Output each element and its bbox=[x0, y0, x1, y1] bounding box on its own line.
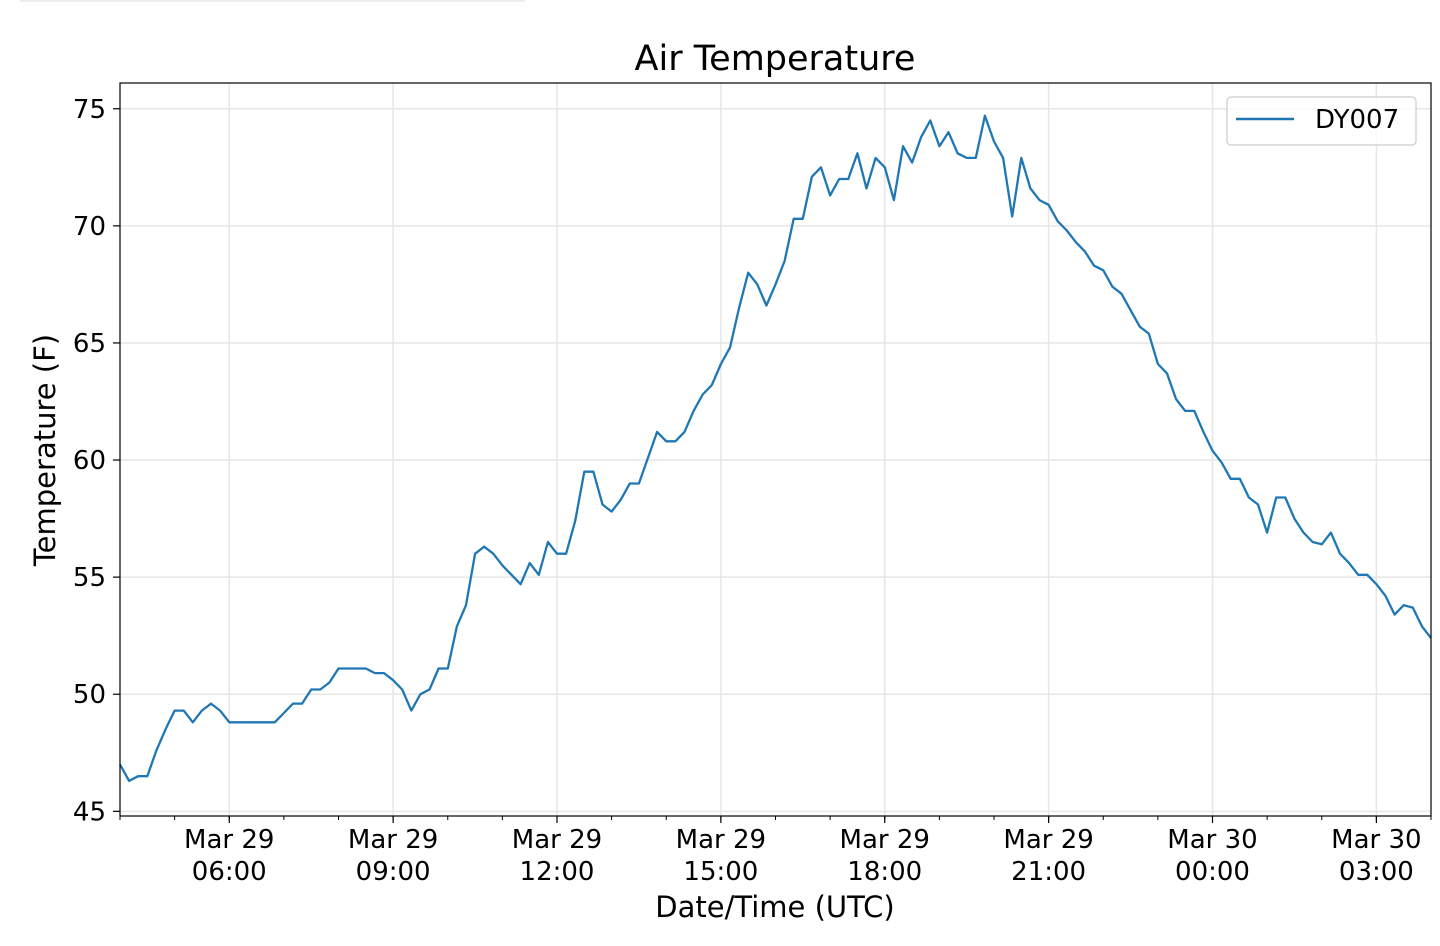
x-tick-label-date: Mar 29 bbox=[1003, 825, 1093, 855]
x-tick-label-date: Mar 29 bbox=[184, 825, 274, 855]
y-tick-label: 70 bbox=[73, 212, 106, 242]
y-tick-label: 50 bbox=[73, 680, 106, 710]
x-tick-label-time: 12:00 bbox=[520, 857, 595, 887]
x-tick-label-time: 15:00 bbox=[683, 857, 758, 887]
x-tick-label-time: 18:00 bbox=[847, 857, 922, 887]
series-line-dy007 bbox=[118, 114, 1432, 783]
x-tick-label-time: 21:00 bbox=[1011, 857, 1086, 887]
top-divider bbox=[20, 0, 525, 2]
chart-title: Air Temperature bbox=[635, 39, 916, 79]
plot-frame bbox=[119, 82, 1432, 817]
gridlines bbox=[120, 83, 1431, 816]
x-tick-label-date: Mar 30 bbox=[1167, 825, 1257, 855]
y-tick-label: 75 bbox=[73, 95, 106, 125]
x-tick-label-time: 06:00 bbox=[192, 857, 267, 887]
x-tick-label-date: Mar 29 bbox=[840, 825, 930, 855]
y-tick-label: 55 bbox=[73, 563, 106, 593]
legend-label: DY007 bbox=[1315, 105, 1399, 135]
y-axis-label: Temperature (F) bbox=[28, 334, 62, 567]
y-tick-label: 60 bbox=[73, 446, 106, 476]
x-tick-label-time: 03:00 bbox=[1339, 857, 1414, 887]
x-axis-label: Date/Time (UTC) bbox=[655, 890, 894, 924]
y-tick-label: 45 bbox=[73, 797, 106, 827]
legend: DY007 bbox=[1226, 96, 1417, 146]
x-tick-label-date: Mar 30 bbox=[1331, 825, 1421, 855]
x-tick-label-date: Mar 29 bbox=[348, 825, 438, 855]
x-tick-label-date: Mar 29 bbox=[676, 825, 766, 855]
series-layer bbox=[118, 114, 1432, 783]
y-tick-label: 65 bbox=[73, 329, 106, 359]
x-tick-label-time: 00:00 bbox=[1175, 857, 1250, 887]
x-tick-label-time: 09:00 bbox=[356, 857, 431, 887]
x-tick-label-date: Mar 29 bbox=[512, 825, 602, 855]
legend-box bbox=[1226, 96, 1417, 146]
